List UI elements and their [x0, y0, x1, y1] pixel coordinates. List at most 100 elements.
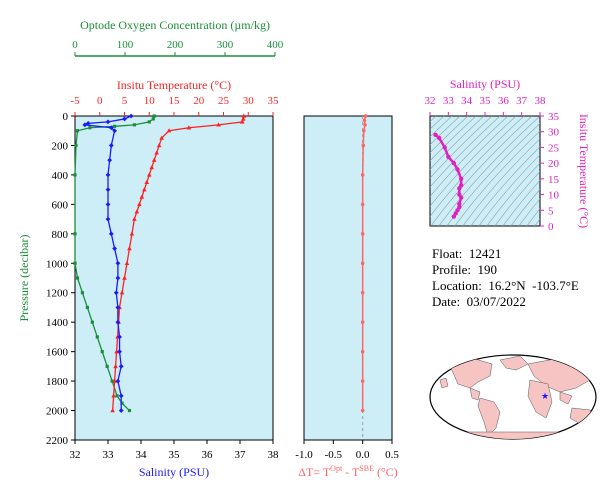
- salinity-point: [105, 172, 111, 178]
- isopycnal-line: [454, 130, 540, 226]
- ts-point: [458, 176, 464, 182]
- salinity-tick-label: 34: [136, 449, 148, 461]
- pressure-tick-label: 1400: [46, 317, 69, 329]
- salinity-point: [122, 116, 127, 122]
- delta-point: [360, 173, 365, 177]
- temperature-axis-title: Insitu Temperature (°C): [117, 78, 231, 92]
- temperature-point: [129, 231, 135, 236]
- temperature-point: [241, 113, 247, 118]
- continent-shape: [527, 379, 553, 419]
- isopycnal-line: [510, 188, 540, 226]
- temperature-point: [241, 116, 246, 121]
- salinity-point: [108, 231, 114, 237]
- ts-point: [458, 195, 464, 200]
- temperature-point: [110, 408, 115, 413]
- float-location-marker: ★: [541, 391, 549, 401]
- salinity-tick-label: 36: [202, 449, 214, 461]
- delta-point: [361, 143, 366, 148]
- isopycnal-line: [518, 198, 540, 226]
- pressure-tick-label: 2000: [46, 406, 69, 418]
- isopycnal-line: [478, 154, 540, 226]
- ts-y-tick-label: 30: [548, 127, 560, 139]
- pressure-tick-label: 400: [52, 170, 69, 182]
- temperature-tick-label: 30: [243, 95, 255, 107]
- temperature-point: [151, 157, 157, 162]
- continent-shape: [439, 377, 449, 389]
- pressure-tick-label: 1600: [46, 347, 69, 359]
- oxygen-tick-label: 0: [72, 39, 78, 51]
- float-id: Float: 12421: [432, 246, 502, 261]
- temperature-point: [112, 378, 117, 383]
- oxygen-axis-title: Optode Oxygen Concentration (µm/kg): [80, 18, 270, 32]
- ts-point: [457, 201, 462, 207]
- oxygen-point: [90, 320, 94, 324]
- pressure-tick-label: 1800: [46, 376, 69, 388]
- salinity-point: [105, 187, 111, 193]
- isopycnal-line: [486, 162, 540, 226]
- oxygen-point: [73, 261, 77, 265]
- oxygen-point: [85, 305, 89, 310]
- world-map: ★: [429, 354, 597, 440]
- salinity-point: [105, 216, 111, 222]
- pressure-axis-title: Pressure (decibar): [17, 235, 31, 322]
- salinity-point: [115, 275, 121, 281]
- profile-number: Profile: 190: [432, 262, 497, 277]
- location: Location: 16.2°N -103.7°E: [432, 278, 579, 293]
- isopycnal-line: [430, 116, 501, 188]
- ts-x-tick-label: 35: [480, 95, 492, 107]
- isopycnal-line: [430, 116, 533, 226]
- temperature-tick-label: 10: [144, 95, 156, 107]
- main-profile-chart: 0200400600800100012001400160018002000220…: [17, 18, 284, 479]
- pressure-tick-label: 600: [52, 199, 69, 211]
- ts-point: [451, 160, 457, 166]
- continent-shape: [469, 387, 481, 401]
- salinity-point: [115, 378, 121, 384]
- salinity-tick-label: 32: [70, 449, 81, 461]
- ts-x-tick-label: 32: [425, 95, 436, 107]
- oxygen-tick-label: 100: [117, 39, 134, 51]
- temperature-tick-label: 25: [218, 95, 230, 107]
- delta-point: [360, 408, 365, 413]
- delta-point: [362, 118, 367, 123]
- ts-y-tick-label: 25: [548, 142, 560, 154]
- isopycnal-line: [430, 116, 493, 179]
- delta-point: [360, 320, 365, 324]
- oxygen-point: [127, 408, 132, 413]
- oxygen-point: [80, 291, 85, 295]
- salinity-tick-label: 38: [268, 449, 280, 461]
- pressure-tick-label: 200: [52, 140, 69, 152]
- isopycnal-line: [494, 171, 540, 226]
- oxygen-tick-label: 200: [167, 39, 184, 51]
- salinity-point: [118, 408, 124, 413]
- oxygen-point: [88, 126, 92, 130]
- oxygen-point: [132, 123, 136, 127]
- oxygen-point: [147, 120, 151, 124]
- salinity-point: [108, 125, 114, 131]
- continent-shape: [499, 355, 529, 371]
- ts-point: [446, 154, 451, 160]
- temperature-point: [240, 119, 245, 124]
- isopycnal-line: [438, 116, 540, 226]
- ts-point: [433, 132, 438, 138]
- ts-x-tick-label: 37: [516, 95, 528, 107]
- temperature-point: [154, 150, 159, 155]
- delta-tick-label: 0.5: [385, 449, 399, 461]
- map-land: [439, 355, 595, 439]
- ts-y-tick-label: 5: [548, 205, 554, 217]
- salinity-point: [115, 319, 121, 325]
- oxygen-point: [75, 129, 80, 133]
- salinity-line: [82, 115, 132, 411]
- temperature-point: [166, 128, 172, 133]
- oxygen-point: [73, 232, 77, 236]
- ts-y-tick-label: 35: [548, 111, 560, 123]
- delta-axis-title: ΔT= TOpt - TSBE (°C): [298, 464, 398, 479]
- oxygen-point: [74, 143, 78, 148]
- ts-point: [451, 214, 457, 219]
- oxygen-point: [113, 124, 117, 128]
- delta-point: [363, 123, 367, 127]
- oxygen-point: [100, 350, 104, 354]
- oxygen-point: [75, 276, 80, 280]
- oxygen-tick-label: 300: [217, 39, 234, 51]
- salinity-point: [105, 201, 111, 207]
